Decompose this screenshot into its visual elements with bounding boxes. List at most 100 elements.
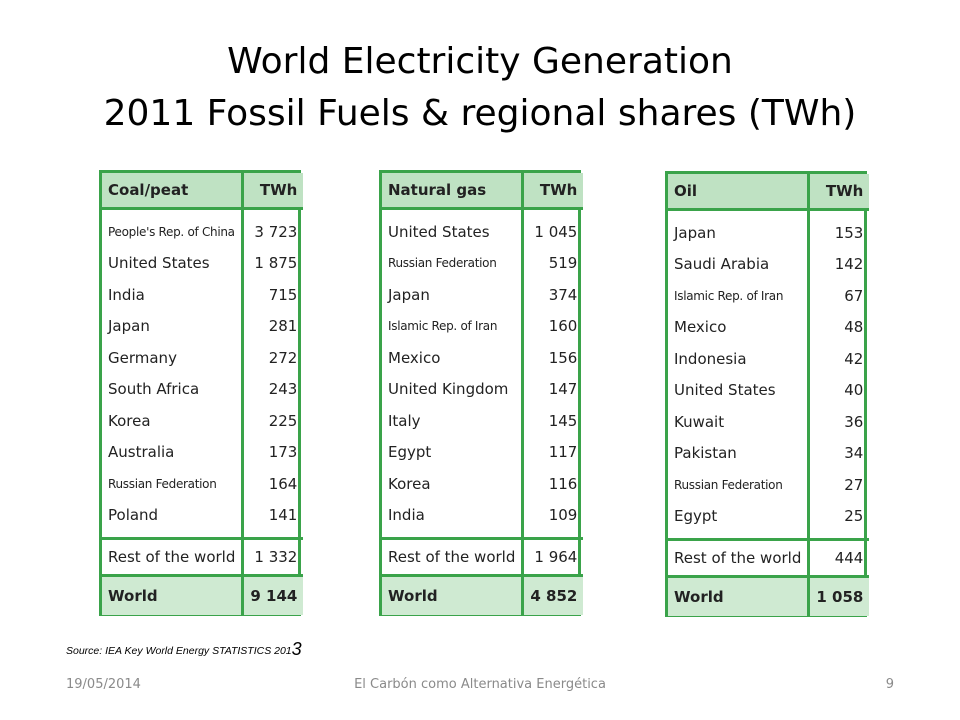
coal-peat-table: Coal/peat TWh People's Rep. of China 3 72…	[99, 170, 304, 616]
twh-value: 153	[834, 223, 864, 242]
table-row: United States 40	[668, 374, 869, 406]
country-name: People's Rep. of China	[102, 216, 245, 248]
country-name: Italy	[382, 405, 525, 437]
table-row: Italy 145	[382, 405, 583, 437]
source-note: Source: IEA Key World Energy STATISTICS …	[66, 639, 302, 660]
table-header-label: Oil	[668, 174, 811, 211]
twh-value: 173	[268, 443, 298, 462]
world-total-row: World 4 852	[382, 574, 584, 615]
oil-table: Oil TWh Japan 153 Saudi Arabia 142 Islamic…	[665, 171, 870, 617]
footer-date: 19/05/2014	[66, 677, 141, 692]
world-total-row: World 1 058	[668, 575, 870, 616]
country-name: Germany	[102, 342, 245, 374]
source-text: Source: IEA Key World Energy STATISTICS …	[66, 645, 292, 657]
table-row: Australia 173	[102, 436, 303, 468]
country-name: South Africa	[102, 373, 245, 405]
twh-value: 36	[844, 412, 864, 431]
twh-value: 142	[834, 255, 864, 274]
country-name: Japan	[102, 310, 245, 342]
table-header-row: Coal/peat TWh	[102, 173, 304, 210]
country-name: United Kingdom	[382, 373, 525, 405]
twh-value: 40	[844, 381, 864, 400]
country-name: India	[102, 279, 245, 311]
twh-value: 243	[268, 380, 298, 399]
country-name: Egypt	[668, 500, 811, 532]
country-name: Saudi Arabia	[668, 248, 811, 280]
table-header-row: Oil TWh	[668, 174, 870, 211]
twh-value: 48	[844, 318, 864, 337]
table-row: Egypt 117	[382, 436, 583, 468]
title-line-1: World Electricity Generation	[227, 41, 733, 82]
table-row: United States 1 045	[382, 216, 583, 248]
table-header-label: Coal/peat	[102, 173, 245, 210]
country-name: Poland	[102, 499, 245, 531]
table-row: Russian Federation 27	[668, 469, 869, 501]
rest-of-world-row: Rest of the world 1 964	[382, 537, 584, 576]
twh-value: 1 045	[534, 222, 578, 241]
twh-value: 141	[268, 506, 298, 525]
twh-value: 145	[548, 411, 578, 430]
rest-value: 444	[808, 538, 870, 577]
country-name: Russian Federation	[382, 247, 525, 279]
table-row: Egypt 25	[668, 500, 869, 532]
twh-value: 164	[268, 474, 298, 493]
table-row: Islamic Rep. of Iran 160	[382, 310, 583, 342]
rest-of-world-row: Rest of the world 1 332	[102, 537, 304, 576]
table-row: United Kingdom 147	[382, 373, 583, 405]
table-row: Korea 116	[382, 468, 583, 500]
table-row: Russian Federation 164	[102, 468, 303, 500]
twh-value: 160	[548, 317, 578, 336]
table-row: Saudi Arabia 142	[668, 248, 869, 280]
twh-value: 272	[268, 348, 298, 367]
table-row: People's Rep. of China 3 723	[102, 216, 303, 248]
table-row: United States 1 875	[102, 247, 303, 279]
slide-title: World Electricity Generation 2011 Fossil…	[0, 36, 960, 140]
rest-of-world-row: Rest of the world 444	[668, 538, 870, 577]
table-row: Poland 141	[102, 499, 303, 531]
country-name: Mexico	[668, 311, 811, 343]
world-label: World	[668, 575, 811, 616]
rest-value: 1 332	[242, 537, 304, 576]
twh-value: 147	[548, 380, 578, 399]
table-row: Japan 153	[668, 217, 869, 249]
twh-value: 281	[268, 317, 298, 336]
twh-value: 117	[548, 443, 578, 462]
table-row: Japan 374	[382, 279, 583, 311]
country-name: Mexico	[382, 342, 525, 374]
country-name: Islamic Rep. of Iran	[382, 310, 525, 342]
table-row: Mexico 156	[382, 342, 583, 374]
table-row: Japan 281	[102, 310, 303, 342]
country-name: Indonesia	[668, 343, 811, 375]
country-name: India	[382, 499, 525, 531]
country-name: Australia	[102, 436, 245, 468]
table-row: Germany 272	[102, 342, 303, 374]
table-row: South Africa 243	[102, 373, 303, 405]
country-name: United States	[668, 374, 811, 406]
footer-page-number: 9	[885, 677, 894, 692]
rest-label: Rest of the world	[668, 538, 811, 577]
world-total-row: World 9 144	[102, 574, 304, 615]
twh-value: 374	[548, 285, 578, 304]
table-header-row: Natural gas TWh	[382, 173, 584, 210]
twh-value: 109	[548, 506, 578, 525]
twh-value: 3 723	[254, 222, 298, 241]
twh-value: 25	[844, 507, 864, 526]
world-label: World	[382, 574, 525, 615]
table-header-label: Natural gas	[382, 173, 525, 210]
world-label: World	[102, 574, 245, 615]
twh-value: 67	[844, 286, 864, 305]
table-row: Islamic Rep. of Iran 67	[668, 280, 869, 312]
country-name: Russian Federation	[668, 469, 811, 501]
twh-value: 715	[268, 285, 298, 304]
country-name: Japan	[668, 217, 811, 249]
table-row: Kuwait 36	[668, 406, 869, 438]
table-row: Indonesia 42	[668, 343, 869, 375]
twh-value: 27	[844, 475, 864, 494]
rest-label: Rest of the world	[382, 537, 525, 576]
table-header-unit: TWh	[242, 173, 304, 210]
table-row: Mexico 48	[668, 311, 869, 343]
country-name: United States	[102, 247, 245, 279]
twh-value: 42	[844, 349, 864, 368]
table-row: India 715	[102, 279, 303, 311]
country-name: Pakistan	[668, 437, 811, 469]
